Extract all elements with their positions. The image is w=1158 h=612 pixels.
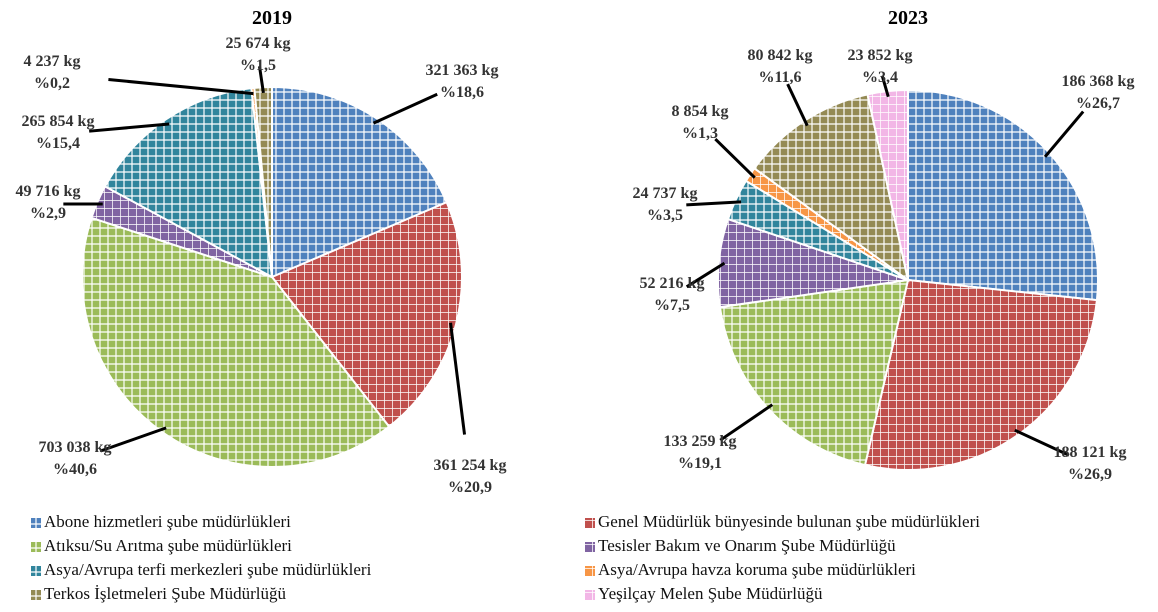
legend-label: Abone hizmetleri şube müdürlükleri [44, 512, 291, 531]
leader-line [108, 78, 254, 96]
chart-title: 2023 [888, 7, 928, 29]
legend-swatch [585, 518, 595, 528]
leader-line [719, 403, 774, 442]
legend-label: Tesisler Bakım ve Onarım Şube Müdürlüğü [598, 536, 896, 555]
value-label: 188 121 kg [1054, 444, 1127, 461]
percent-label: %0,2 [34, 75, 70, 92]
percent-label: %1,5 [240, 57, 276, 74]
value-label: 52 216 kg [640, 275, 705, 292]
percent-label: %26,9 [1068, 466, 1112, 483]
percent-label: %1,3 [682, 125, 718, 142]
percent-label: %19,1 [678, 455, 722, 472]
pie-slice [863, 278, 1099, 471]
leader-line [89, 122, 170, 133]
pie-slice [270, 200, 463, 429]
legend-label: Asya/Avrupa havza koruma şube müdürlükle… [598, 560, 916, 579]
value-label: 4 237 kg [24, 53, 81, 70]
legend-swatch [585, 542, 595, 552]
leader-line [686, 200, 742, 207]
pie-slice [81, 216, 391, 468]
legend-swatch [585, 566, 595, 576]
value-label: 24 737 kg [633, 185, 698, 202]
pie-slice [907, 88, 1099, 302]
leader-line [880, 75, 890, 98]
legend-label: Atıksu/Su Arıtma şube müdürlükleri [44, 536, 292, 555]
value-label: 186 368 kg [1062, 73, 1135, 90]
chart-title: 2019 [252, 7, 292, 29]
leader-line [786, 83, 809, 127]
value-label: 49 716 kg [16, 183, 81, 200]
percent-label: %40,6 [53, 461, 97, 478]
pie-slice [271, 85, 448, 279]
percent-label: %18,6 [440, 84, 484, 101]
legend-label: Terkos İşletmeleri Şube Müdürlüğü [44, 584, 286, 603]
leader-line [714, 137, 756, 179]
value-label: 23 852 kg [848, 47, 913, 64]
legend-swatch [31, 518, 41, 528]
percent-label: %26,7 [1076, 95, 1120, 112]
legend-label: Genel Müdürlük bünyesinde bulunan şube m… [598, 512, 980, 531]
leader-line [100, 426, 167, 453]
leader-line [1014, 428, 1070, 457]
value-label: 80 842 kg [748, 47, 813, 64]
percent-label: %2,9 [30, 205, 66, 222]
percent-label: %15,4 [36, 135, 80, 152]
leader-line [449, 322, 467, 435]
leader-line [685, 261, 726, 289]
percent-label: %3,5 [647, 207, 683, 224]
legend-label: Asya/Avrupa terfi merkezleri şube müdürl… [44, 560, 372, 579]
leader-line [1043, 110, 1085, 158]
legend-swatch [585, 590, 595, 600]
legend-swatch [31, 542, 41, 552]
pie-slice [103, 87, 274, 279]
percent-label: %20,9 [448, 479, 492, 496]
legend-label: Yeşilçay Melen Şube Müdürlüğü [598, 584, 823, 603]
value-label: 361 254 kg [434, 457, 507, 474]
leader-line [258, 66, 265, 94]
value-label: 265 854 kg [22, 113, 95, 130]
leader-line [372, 92, 438, 125]
percent-label: %7,5 [654, 297, 690, 314]
value-label: 321 363 kg [426, 62, 499, 79]
legend-swatch [31, 590, 41, 600]
percent-label: %3,4 [862, 69, 898, 86]
percent-label: %11,6 [758, 69, 801, 86]
value-label: 25 674 kg [226, 35, 291, 52]
legend-swatch [31, 566, 41, 576]
value-label: 133 259 kg [664, 433, 737, 450]
value-label: 8 854 kg [672, 103, 729, 120]
value-label: 703 038 kg [39, 439, 112, 456]
